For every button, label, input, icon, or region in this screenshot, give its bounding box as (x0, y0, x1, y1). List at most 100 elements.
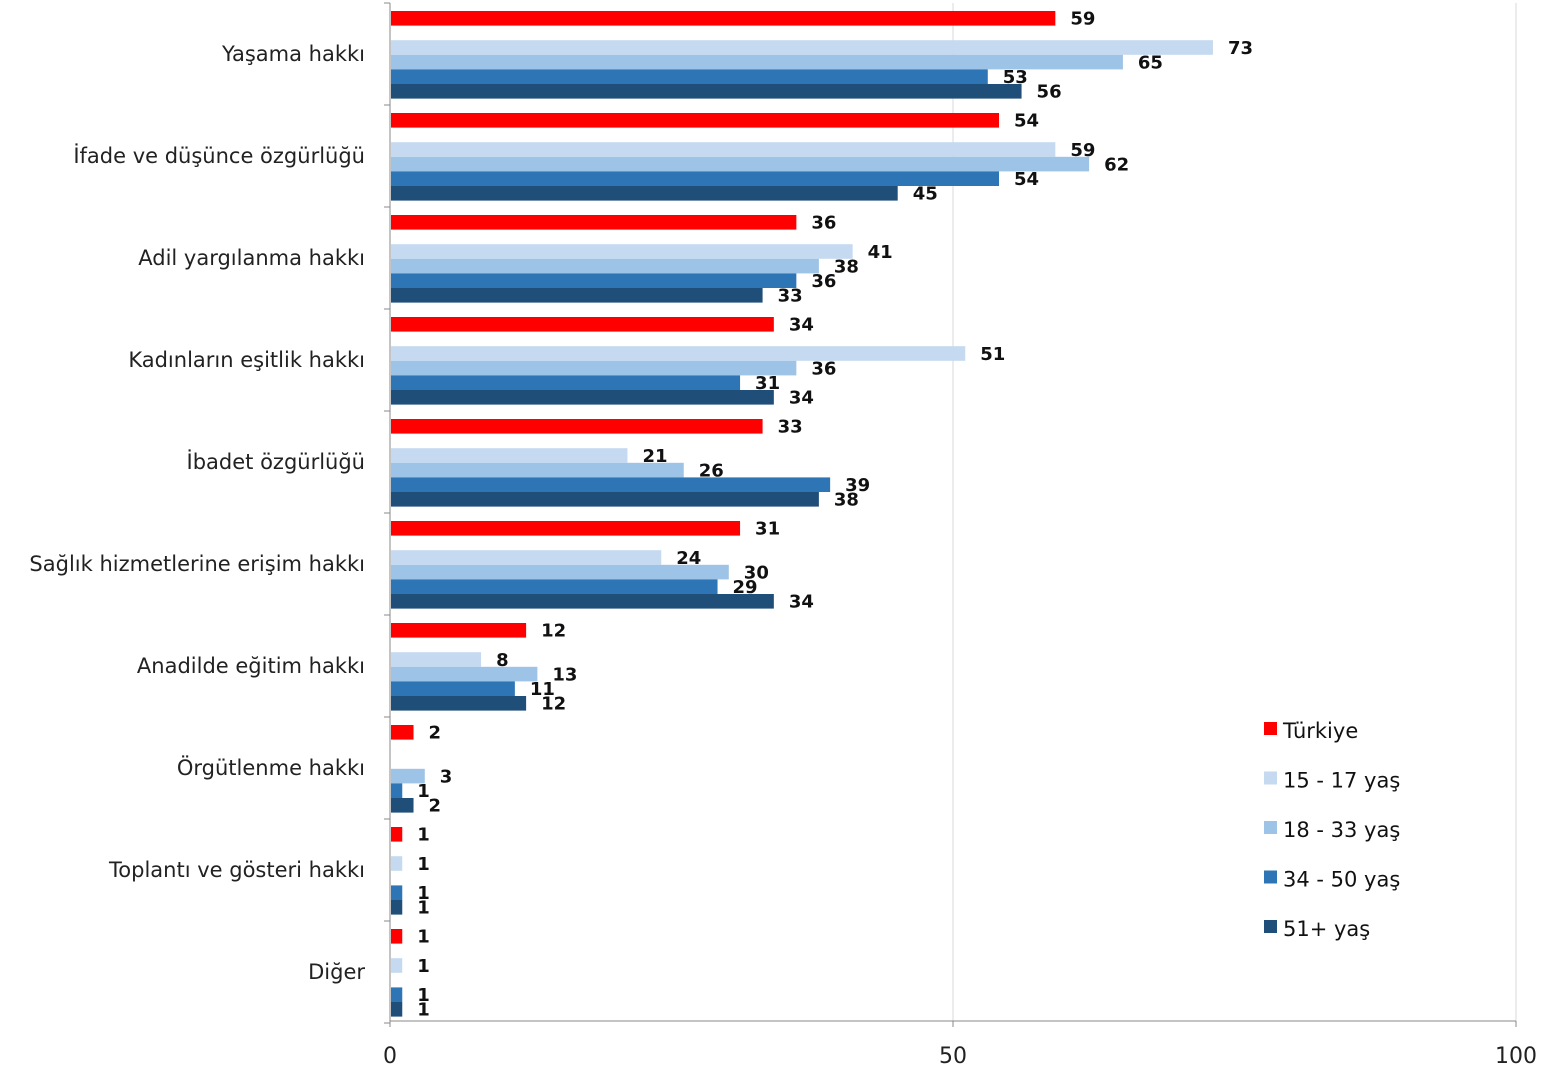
category-label: İfade ve düşünce özgürlüğü (73, 143, 365, 168)
category-label: Örgütlenme hakkı (177, 755, 365, 780)
data-label: 8 (496, 650, 509, 671)
data-label: 51 (980, 344, 1005, 365)
data-label: 1 (417, 927, 430, 948)
data-label: 36 (811, 358, 836, 379)
bar-t-rkiye (391, 623, 527, 638)
bar-34-50-ya- (391, 69, 988, 84)
data-label: 12 (541, 694, 566, 715)
legend-label: Türkiye (1282, 719, 1358, 743)
bar-t-rkiye (391, 827, 403, 842)
data-label: 33 (778, 417, 803, 438)
data-label: 30 (744, 562, 769, 583)
data-label: 53 (1003, 67, 1028, 88)
bar-18-33-ya- (391, 258, 819, 274)
legend-swatch (1264, 722, 1277, 735)
bar-51-ya- (391, 696, 527, 711)
bar-18-33-ya- (391, 156, 1090, 172)
bar-18-33-ya- (391, 564, 729, 580)
data-label: 73 (1228, 38, 1253, 59)
bar-t-rkiye (391, 215, 797, 230)
bar-t-rkiye (391, 113, 1000, 128)
bar-34-50-ya- (391, 273, 797, 288)
x-tick-label: 50 (939, 1044, 967, 1066)
category-label: İbadet özgürlüğü (187, 449, 365, 474)
bar-51-ya- (391, 798, 414, 813)
data-label: 1 (417, 883, 430, 904)
bar-34-50-ya- (391, 477, 831, 492)
data-label: 11 (530, 679, 555, 700)
bar-18-33-ya- (391, 462, 684, 478)
data-label: 1 (417, 898, 430, 919)
category-label: Diğer (308, 960, 365, 984)
data-label: 36 (811, 213, 836, 234)
data-label: 1 (417, 956, 430, 977)
bar-34-50-ya- (391, 783, 403, 798)
data-label: 31 (755, 519, 780, 540)
legend-swatch (1264, 771, 1277, 785)
data-label: 65 (1138, 52, 1163, 73)
category-label: Sağlık hizmetlerine erişim hakkı (29, 552, 365, 576)
bar-51-ya- (391, 1002, 403, 1017)
data-label: 29 (733, 577, 758, 598)
bar-51-ya- (391, 186, 898, 201)
data-label: 26 (699, 460, 724, 481)
category-label: Adil yargılanma hakkı (138, 246, 365, 270)
bar-t-rkiye (391, 521, 741, 536)
category-label: Kadınların eşitlik hakkı (128, 348, 365, 372)
bar-15-17-ya- (391, 448, 628, 463)
data-label: 56 (1037, 82, 1062, 103)
bar-51-ya- (391, 84, 1022, 99)
bar-34-50-ya- (391, 987, 403, 1002)
data-label: 34 (789, 388, 814, 409)
data-label: 12 (541, 621, 566, 642)
bar-51-ya- (391, 390, 774, 405)
bar-15-17-ya- (391, 958, 403, 973)
x-tick-label: 100 (1495, 1044, 1537, 1066)
bar-t-rkiye (391, 11, 1056, 26)
category-label: Toplantı ve gösteri hakkı (108, 858, 365, 882)
data-label: 1 (417, 1000, 430, 1021)
bar-15-17-ya- (391, 142, 1056, 157)
legend-swatch (1264, 920, 1277, 933)
data-label: 59 (1070, 140, 1095, 161)
data-label: 45 (913, 184, 938, 205)
bar-34-50-ya- (391, 579, 718, 594)
data-label: 1 (417, 985, 430, 1006)
data-label: 54 (1014, 169, 1039, 190)
bar-15-17-ya- (391, 346, 966, 361)
data-label: 59 (1070, 9, 1095, 30)
data-label: 13 (552, 664, 577, 685)
data-label: 41 (868, 242, 893, 263)
bar-51-ya- (391, 594, 774, 609)
bar-34-50-ya- (391, 375, 741, 390)
bar-t-rkiye (391, 725, 414, 740)
bar-34-50-ya- (391, 885, 403, 900)
legend-swatch (1264, 821, 1277, 834)
bar-51-ya- (391, 492, 819, 507)
bar-34-50-ya- (391, 171, 1000, 186)
data-label: 38 (834, 490, 859, 511)
bar-t-rkiye (391, 419, 763, 434)
bar-18-33-ya- (391, 360, 797, 376)
data-label: 62 (1104, 154, 1129, 175)
legend-label: 18 - 33 yaş (1283, 818, 1400, 842)
bar-51-ya- (391, 288, 763, 303)
bar-18-33-ya- (391, 54, 1123, 70)
bar-15-17-ya- (391, 40, 1213, 55)
data-label: 31 (755, 373, 780, 394)
data-label: 38 (834, 256, 859, 277)
data-label: 34 (789, 592, 814, 613)
data-label: 33 (778, 286, 803, 307)
legend-label: 34 - 50 yaş (1283, 868, 1400, 892)
bar-15-17-ya- (391, 244, 853, 259)
data-label: 54 (1014, 111, 1039, 132)
bar-51-ya- (391, 900, 403, 915)
legend-label: 15 - 17 yaş (1283, 769, 1400, 793)
legend-label: 51+ yaş (1283, 917, 1370, 941)
bar-34-50-ya- (391, 681, 515, 696)
data-label: 1 (417, 825, 430, 846)
data-label: 34 (789, 315, 814, 336)
data-label: 21 (642, 446, 667, 467)
data-label: 2 (429, 796, 442, 817)
